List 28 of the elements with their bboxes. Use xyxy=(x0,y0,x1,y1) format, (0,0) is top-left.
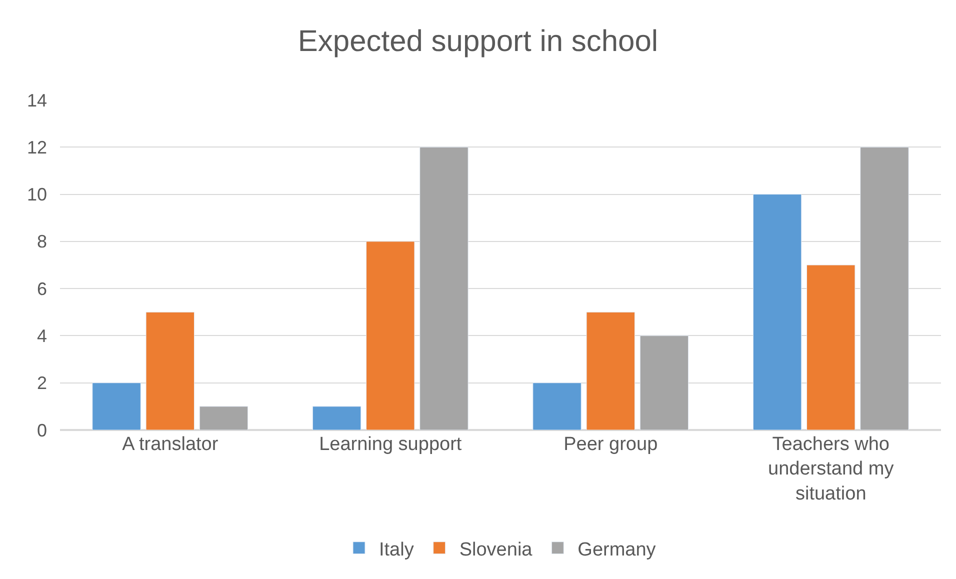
x-tick-label: Teachers who understand my situation xyxy=(768,434,894,504)
legend-label: Germany xyxy=(578,539,656,560)
bar xyxy=(312,406,362,430)
bar xyxy=(366,241,415,430)
bar xyxy=(146,312,194,430)
x-tick-label: Learning support xyxy=(319,434,462,455)
y-tick-label: 14 xyxy=(26,90,47,110)
y-tick-label: 8 xyxy=(36,232,47,252)
bar xyxy=(752,194,802,430)
bar xyxy=(199,406,248,430)
bar xyxy=(92,382,141,430)
bar xyxy=(806,264,856,430)
chart-title: Expected support in school xyxy=(298,25,658,58)
y-tick-label: 6 xyxy=(36,278,47,299)
bar xyxy=(640,335,689,430)
y-tick-label: 10 xyxy=(26,184,47,205)
legend-label: Slovenia xyxy=(459,539,533,560)
bar xyxy=(586,312,635,430)
x-tick-label: Peer group xyxy=(564,434,658,455)
y-tick-label: 4 xyxy=(36,326,47,346)
bar xyxy=(860,146,909,430)
legend-label: Italy xyxy=(379,539,414,560)
y-tick-label: 0 xyxy=(36,420,47,440)
y-tick-label: 2 xyxy=(36,373,47,394)
bar xyxy=(532,382,582,430)
bar xyxy=(420,146,468,430)
x-tick-label: A translator xyxy=(122,434,219,455)
y-tick-label: 12 xyxy=(26,137,47,158)
